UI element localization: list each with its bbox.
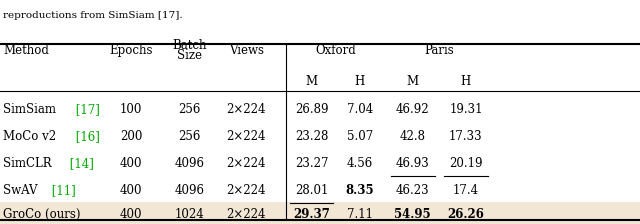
Text: 200: 200 xyxy=(120,130,142,143)
Text: 8.35: 8.35 xyxy=(346,184,374,197)
Text: SimCLR: SimCLR xyxy=(3,157,52,170)
Text: 23.28: 23.28 xyxy=(295,130,328,143)
Text: SimSiam: SimSiam xyxy=(3,103,56,116)
Text: 17.33: 17.33 xyxy=(449,130,483,143)
Text: 100: 100 xyxy=(120,103,142,116)
Text: 46.93: 46.93 xyxy=(396,157,429,170)
Text: 20.19: 20.19 xyxy=(449,157,483,170)
Text: 7.04: 7.04 xyxy=(346,103,373,116)
Text: 42.8: 42.8 xyxy=(400,130,426,143)
Text: 2×224: 2×224 xyxy=(227,103,266,116)
Text: SwAV: SwAV xyxy=(3,184,38,197)
Text: GroCo (ours): GroCo (ours) xyxy=(3,208,81,221)
Text: 400: 400 xyxy=(120,184,143,197)
Text: 2×224: 2×224 xyxy=(227,184,266,197)
Text: M: M xyxy=(407,75,419,88)
Text: Size: Size xyxy=(177,49,202,62)
Text: Method: Method xyxy=(3,44,49,57)
Text: 26.89: 26.89 xyxy=(295,103,328,116)
Text: 4096: 4096 xyxy=(175,184,204,197)
Text: Oxford: Oxford xyxy=(316,44,356,57)
Text: 29.37: 29.37 xyxy=(293,208,330,221)
Text: 4096: 4096 xyxy=(175,157,204,170)
Text: Batch: Batch xyxy=(172,39,207,52)
Text: Views: Views xyxy=(229,44,264,57)
Text: 28.01: 28.01 xyxy=(295,184,328,197)
Bar xyxy=(0,202,640,224)
Text: MoCo v2: MoCo v2 xyxy=(3,130,56,143)
Text: 17.4: 17.4 xyxy=(453,184,479,197)
Text: 46.23: 46.23 xyxy=(396,184,429,197)
Text: M: M xyxy=(306,75,317,88)
Text: [16]: [16] xyxy=(72,130,100,143)
Text: 1024: 1024 xyxy=(175,208,204,221)
Text: 5.07: 5.07 xyxy=(346,130,373,143)
Text: [11]: [11] xyxy=(48,184,76,197)
Text: 26.26: 26.26 xyxy=(447,208,484,221)
Text: 2×224: 2×224 xyxy=(227,130,266,143)
Text: [14]: [14] xyxy=(66,157,94,170)
Text: Epochs: Epochs xyxy=(109,44,153,57)
Text: 4.56: 4.56 xyxy=(346,157,373,170)
Text: H: H xyxy=(461,75,471,88)
Text: 400: 400 xyxy=(120,157,143,170)
Text: reproductions from SimSiam [17].: reproductions from SimSiam [17]. xyxy=(3,11,183,20)
Text: 54.95: 54.95 xyxy=(394,208,431,221)
Text: 256: 256 xyxy=(179,103,200,116)
Text: H: H xyxy=(355,75,365,88)
Text: Paris: Paris xyxy=(424,44,454,57)
Text: 23.27: 23.27 xyxy=(295,157,328,170)
Text: 256: 256 xyxy=(179,130,200,143)
Text: 2×224: 2×224 xyxy=(227,157,266,170)
Text: 400: 400 xyxy=(120,208,143,221)
Text: [17]: [17] xyxy=(72,103,99,116)
Text: 46.92: 46.92 xyxy=(396,103,429,116)
Text: 2×224: 2×224 xyxy=(227,208,266,221)
Text: 19.31: 19.31 xyxy=(449,103,483,116)
Text: 7.11: 7.11 xyxy=(347,208,372,221)
